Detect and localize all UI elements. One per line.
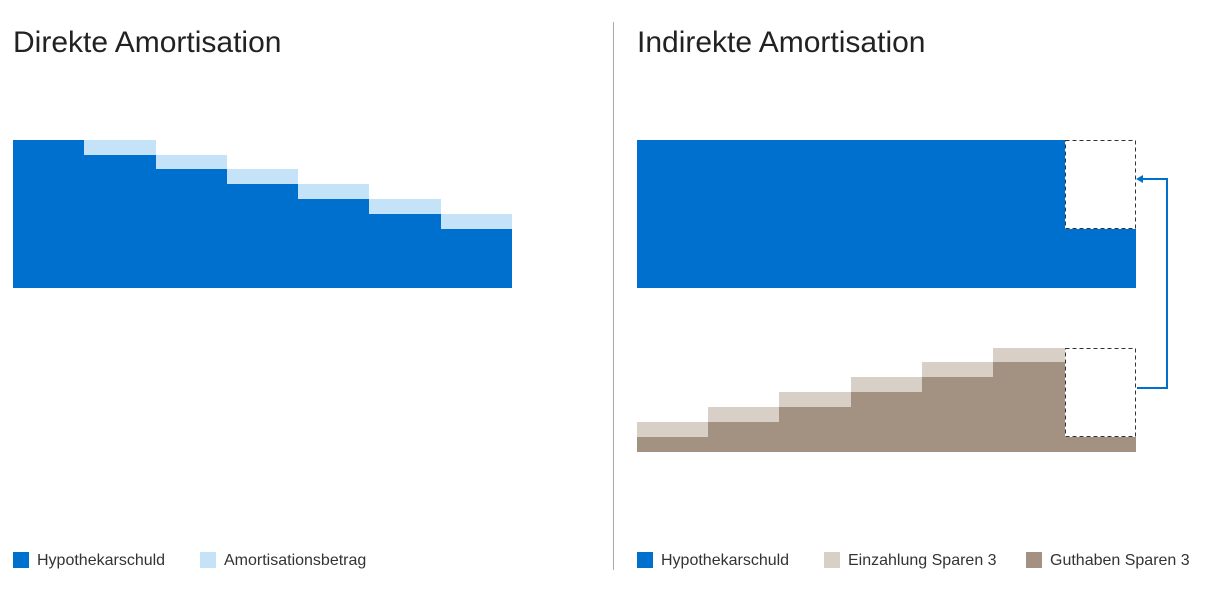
- legend-swatch: [824, 552, 840, 568]
- dashed-box: [1065, 348, 1136, 437]
- legend-label: Hypothekarschuld: [37, 552, 165, 569]
- legend-label: Amortisationsbetrag: [224, 552, 366, 569]
- savings-shape: [637, 362, 1136, 452]
- debt-shape: [13, 140, 512, 288]
- legend-swatch: [200, 552, 216, 568]
- debt-block-rest: [1065, 229, 1136, 288]
- legend-label: Hypothekarschuld: [661, 552, 789, 569]
- debt-block: [637, 140, 1065, 288]
- legend-swatch: [1026, 552, 1042, 568]
- right-title: Indirekte Amortisation: [637, 26, 925, 59]
- legend-swatch: [637, 552, 653, 568]
- arrow: [1137, 178, 1168, 389]
- arrow-head: [1136, 175, 1143, 183]
- dashed-box: [1065, 140, 1136, 229]
- legend-label: Einzahlung Sparen 3: [848, 552, 997, 569]
- legend-swatch: [13, 552, 29, 568]
- legend-label: Guthaben Sparen 3: [1050, 552, 1190, 569]
- left-title: Direkte Amortisation: [13, 26, 281, 59]
- amortisation-steps: [84, 140, 512, 229]
- deposit-steps: [637, 348, 1065, 437]
